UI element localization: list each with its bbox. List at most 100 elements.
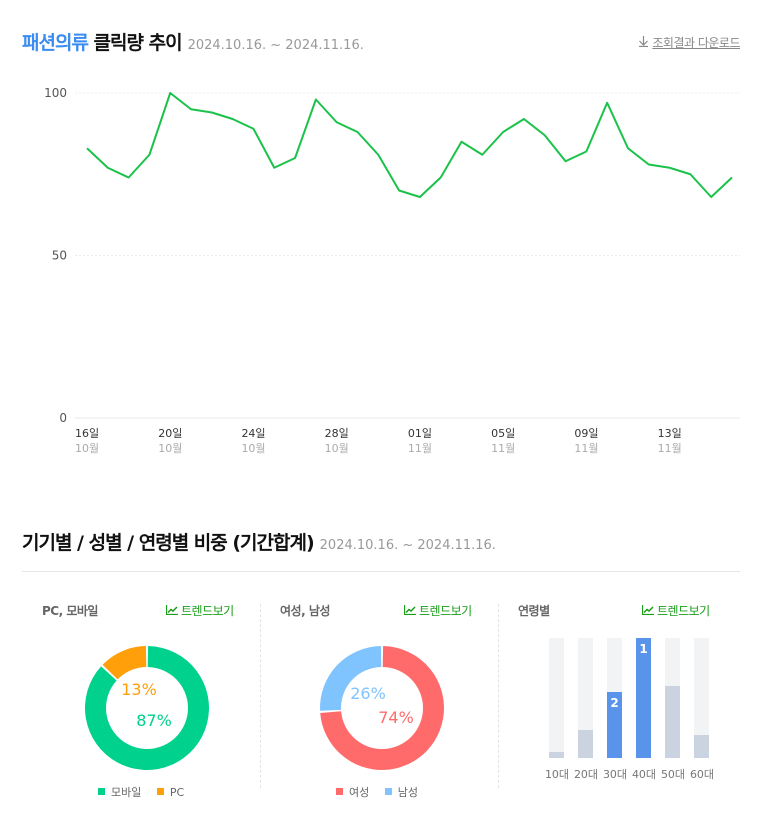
data-point[interactable] [143, 149, 155, 161]
data-point[interactable] [414, 191, 426, 203]
panel-separator [260, 604, 261, 788]
donut-slice[interactable] [320, 646, 382, 711]
data-point[interactable] [268, 162, 280, 174]
legend-item-mobile: 모바일 [98, 786, 141, 799]
x-tick-day: 24일 [241, 426, 265, 440]
data-point[interactable] [539, 129, 551, 141]
download-arrow-icon [638, 35, 649, 50]
data-point[interactable] [580, 146, 592, 158]
section-ratio-title-text: 기기별 / 성별 / 연령별 비중 (기간합계) [22, 532, 315, 554]
age-rank-label: 1 [639, 642, 648, 656]
data-point[interactable] [206, 107, 218, 119]
data-point[interactable] [372, 149, 384, 161]
data-point[interactable] [435, 172, 447, 184]
gender-panel: 여성, 남성 트렌드보기 74% 26% 여성 남성 [280, 598, 480, 808]
age-bar[interactable] [665, 686, 680, 758]
x-tick-month: 10월 [241, 442, 265, 455]
x-tick-day: 05일 [491, 426, 515, 440]
click-trend-line-chart: 0 50 100 16일 10월 20일 10월 24일 10월 28일 10월 01일 11월 05일 1… [44, 86, 740, 455]
x-tick-month: 10월 [325, 442, 349, 455]
device-legend: 모바일 PC [98, 784, 196, 800]
panel-separator [498, 604, 499, 788]
donut-percent-label: 74% [378, 708, 414, 727]
donut-percent-label: 26% [350, 684, 386, 703]
data-point[interactable] [289, 152, 301, 164]
legend-label-male: 남성 [397, 786, 418, 799]
device-panel-title: PC, 모바일 [42, 604, 98, 618]
donut-slice[interactable] [320, 646, 444, 770]
data-point[interactable] [393, 185, 405, 197]
x-tick-day: 28일 [325, 426, 349, 440]
x-tick-month: 11월 [408, 442, 432, 455]
x-tick-month: 11월 [491, 442, 515, 455]
age-panel: 연령별 트렌드보기 10대 20대 2 30대 1 40대 50대 60대 [518, 598, 740, 808]
x-tick-day: 13일 [658, 426, 682, 440]
age-trend-link[interactable]: 트렌드보기 [641, 602, 710, 619]
section-ratio: 기기별 / 성별 / 연령별 비중 (기간합계) 2024.10.16. ~ 20… [22, 528, 740, 555]
trend-chart-icon [165, 604, 178, 618]
category-name: 패션의류 [22, 32, 89, 54]
data-point[interactable] [705, 191, 717, 203]
donut-slice[interactable] [84, 646, 209, 770]
gender-donut-chart: 74%26% [320, 646, 444, 770]
legend-label-female: 여성 [349, 786, 370, 799]
age-category-label: 60대 [689, 768, 715, 781]
section-ratio-title: 기기별 / 성별 / 연령별 비중 (기간합계) 2024.10.16. ~ 20… [22, 528, 740, 555]
gender-panel-title: 여성, 남성 [280, 604, 330, 618]
data-point[interactable] [601, 97, 613, 109]
data-point[interactable] [622, 142, 634, 154]
legend-swatch-female [336, 788, 343, 795]
data-point[interactable] [81, 142, 93, 154]
device-donut-chart: 87% 13% [84, 646, 209, 770]
age-bar-track [694, 638, 709, 758]
age-bar[interactable] [694, 735, 709, 758]
data-point[interactable] [331, 116, 343, 128]
data-point[interactable] [497, 126, 509, 138]
data-point[interactable] [227, 113, 239, 125]
data-point[interactable] [310, 94, 322, 106]
age-panel-title: 연령별 [518, 604, 550, 618]
data-point[interactable] [476, 149, 488, 161]
device-trend-label: 트렌드보기 [181, 604, 234, 618]
data-point[interactable] [518, 113, 530, 125]
gender-trend-label: 트렌드보기 [419, 604, 472, 618]
data-point[interactable] [726, 172, 738, 184]
data-point[interactable] [643, 159, 655, 171]
data-point[interactable] [247, 123, 259, 135]
data-point[interactable] [102, 162, 114, 174]
age-category-label: 50대 [660, 768, 686, 781]
data-point[interactable] [664, 162, 676, 174]
legend-swatch-male [384, 788, 392, 795]
age-rank-label: 2 [610, 696, 619, 710]
data-point[interactable] [684, 168, 696, 180]
data-point[interactable] [560, 155, 572, 167]
device-trend-link[interactable]: 트렌드보기 [165, 602, 234, 619]
data-point[interactable] [456, 136, 468, 148]
legend-item-male: 남성 [384, 786, 418, 799]
download-button[interactable]: 조회결과 다운로드 [638, 34, 740, 51]
x-tick-month: 11월 [658, 442, 682, 455]
donut-slice[interactable] [102, 646, 147, 680]
age-bar-track [578, 638, 593, 758]
data-point[interactable] [185, 103, 197, 115]
data-point[interactable] [123, 172, 135, 184]
gender-legend: 여성 남성 [336, 784, 430, 800]
download-label: 조회결과 다운로드 [652, 36, 740, 50]
chart-header: 패션의류 클릭량 추이 2024.10.16. ~ 2024.11.16. 조회결… [22, 28, 742, 58]
age-bar[interactable] [607, 692, 622, 758]
x-tick-day: 20일 [158, 426, 182, 440]
x-tick-day: 01일 [408, 426, 432, 440]
device-panel: PC, 모바일 트렌드보기 87% 13% 모바일 PC [42, 598, 242, 808]
click-trend-line [86, 92, 733, 198]
gender-trend-link[interactable]: 트렌드보기 [403, 602, 472, 619]
age-bar[interactable] [549, 752, 564, 758]
age-category-label: 40대 [631, 768, 657, 781]
age-bar[interactable] [578, 730, 593, 758]
age-bar[interactable] [636, 638, 651, 758]
x-tick-day: 09일 [574, 426, 598, 440]
age-bar-track [549, 638, 564, 758]
x-tick-month: 11월 [574, 442, 598, 455]
data-point[interactable] [164, 87, 176, 99]
data-point[interactable] [351, 126, 363, 138]
legend-label-mobile: 모바일 [111, 786, 142, 799]
